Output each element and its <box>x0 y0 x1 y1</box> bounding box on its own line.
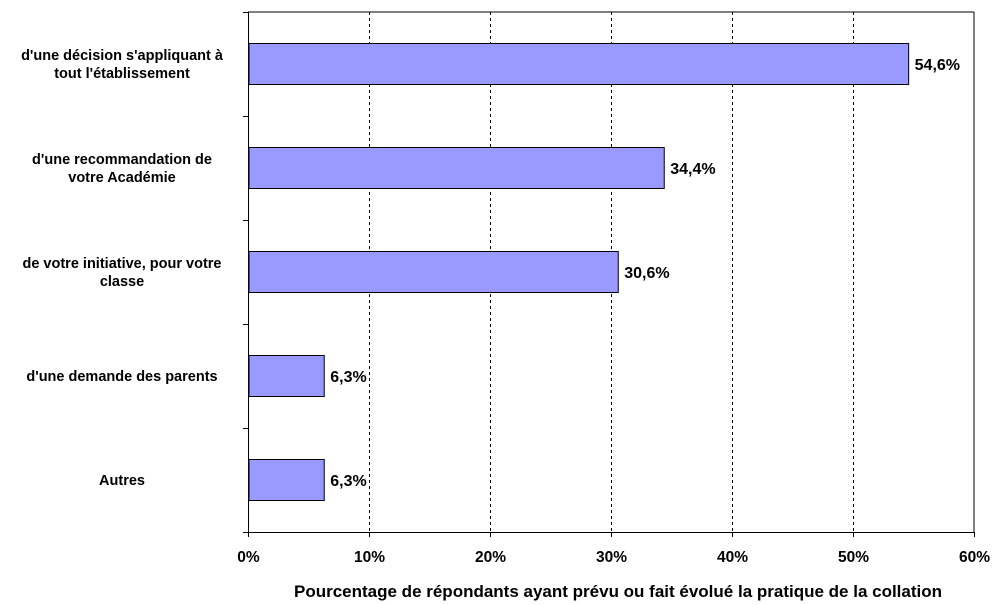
category-label: Autres <box>99 473 145 489</box>
category-label: d'une décision s'appliquant à tout l'étab… <box>21 48 224 82</box>
category-label: d'une recommandation de votre Académie <box>32 152 212 186</box>
labels: 0% 10% 20% 30% 40% 50% 60% 54,6% d'une décision … <box>21 48 990 566</box>
bar <box>248 43 910 85</box>
bar <box>248 147 665 189</box>
data-label: 6,3% <box>330 369 366 386</box>
data-label: 34,4% <box>670 161 715 178</box>
category-label-line: tout l'établissement <box>54 66 190 82</box>
category-label-line: classe <box>100 274 144 290</box>
data-label: 54,6% <box>915 57 960 74</box>
category-label-line: d'une demande des parents <box>26 369 217 385</box>
x-tick-label: 20% <box>475 549 506 566</box>
bar <box>248 355 325 397</box>
bar <box>248 251 619 293</box>
category-label-line: de votre initiative, pour votre <box>22 256 221 272</box>
category-label-line: d'une décision s'appliquant à <box>21 48 224 64</box>
data-label: 30,6% <box>624 265 669 282</box>
x-tick-label: 40% <box>717 549 748 566</box>
x-tick-label: 50% <box>838 549 869 566</box>
x-tick-label: 30% <box>596 549 627 566</box>
x-axis-title: Pourcentage de répondants ayant prévu ou… <box>294 582 942 601</box>
bar <box>248 459 325 501</box>
x-tick-label: 10% <box>354 549 385 566</box>
category-label-line: d'une recommandation de <box>32 152 212 168</box>
data-label: 6,3% <box>330 473 366 490</box>
bars <box>248 43 910 501</box>
x-tick-label: 0% <box>237 549 260 566</box>
x-tick-label: 60% <box>959 549 990 566</box>
category-label-line: votre Académie <box>68 170 175 186</box>
category-label-line: Autres <box>99 473 145 489</box>
category-label: de votre initiative, pour votre classe <box>22 256 221 290</box>
axes <box>243 11 975 537</box>
category-label: d'une demande des parents <box>26 369 217 385</box>
